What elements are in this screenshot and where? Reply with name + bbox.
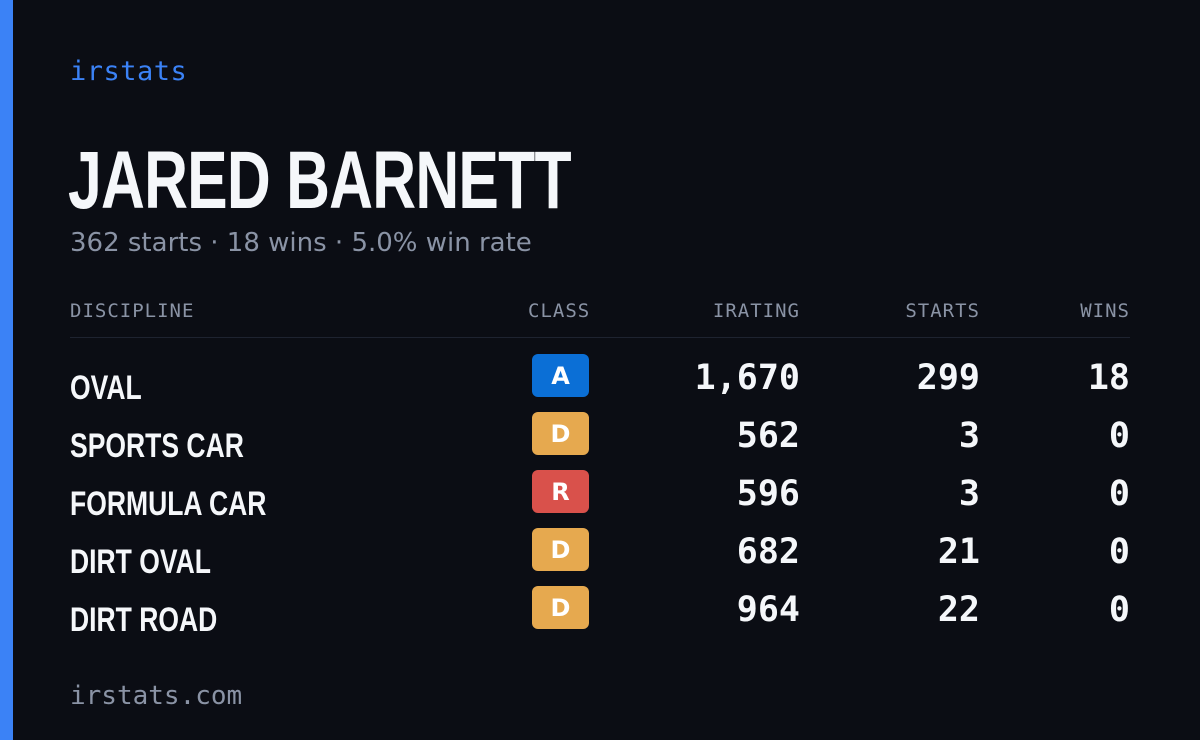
irating-value: 964 [736, 590, 800, 630]
wins-value: 0 [1108, 416, 1130, 456]
class-badge: D [532, 528, 589, 571]
table-row: DIRT OVAL D 682 21 0 [70, 528, 1130, 586]
header-starts: STARTS [905, 300, 980, 322]
starts-value: 299 [916, 358, 980, 398]
header-discipline: DISCIPLINE [70, 300, 195, 322]
wins-value: 0 [1108, 532, 1130, 572]
starts-value: 22 [937, 590, 980, 630]
irating-value: 682 [736, 532, 800, 572]
discipline-label: SPORTS CAR [70, 427, 244, 465]
table-row: SPORTS CAR D 562 3 0 [70, 412, 1130, 470]
discipline-label: DIRT ROAD [70, 601, 218, 639]
driver-name: JARED BARNETT [68, 135, 572, 226]
brand-logo: irstats [70, 56, 188, 87]
table-row: FORMULA CAR R 596 3 0 [70, 470, 1130, 528]
accent-bar [0, 0, 13, 740]
class-badge: A [532, 354, 589, 397]
discipline-label: DIRT OVAL [70, 543, 211, 581]
starts-value: 3 [958, 474, 980, 514]
header-irating: IRATING [712, 300, 800, 322]
header-wins: WINS [1080, 300, 1130, 322]
discipline-label: FORMULA CAR [70, 485, 267, 523]
class-badge: D [532, 412, 589, 455]
footer-url: irstats.com [70, 681, 243, 711]
driver-summary: 362 starts · 18 wins · 5.0% win rate [70, 228, 532, 258]
wins-value: 0 [1108, 474, 1130, 514]
table-row: DIRT ROAD D 964 22 0 [70, 586, 1130, 644]
header-class: CLASS [528, 300, 591, 322]
class-badge: D [532, 586, 589, 629]
irating-value: 1,670 [694, 358, 800, 398]
wins-value: 0 [1108, 590, 1130, 630]
table-header: DISCIPLINE CLASS IRATING STARTS WINS [70, 296, 1130, 338]
irating-value: 596 [736, 474, 800, 514]
wins-value: 18 [1087, 358, 1130, 398]
starts-value: 3 [958, 416, 980, 456]
discipline-table: DISCIPLINE CLASS IRATING STARTS WINS OVA… [70, 296, 1130, 644]
discipline-label: OVAL [70, 369, 142, 407]
class-badge: R [532, 470, 589, 513]
irating-value: 562 [736, 416, 800, 456]
table-row: OVAL A 1,670 299 18 [70, 354, 1130, 412]
starts-value: 21 [937, 532, 980, 572]
